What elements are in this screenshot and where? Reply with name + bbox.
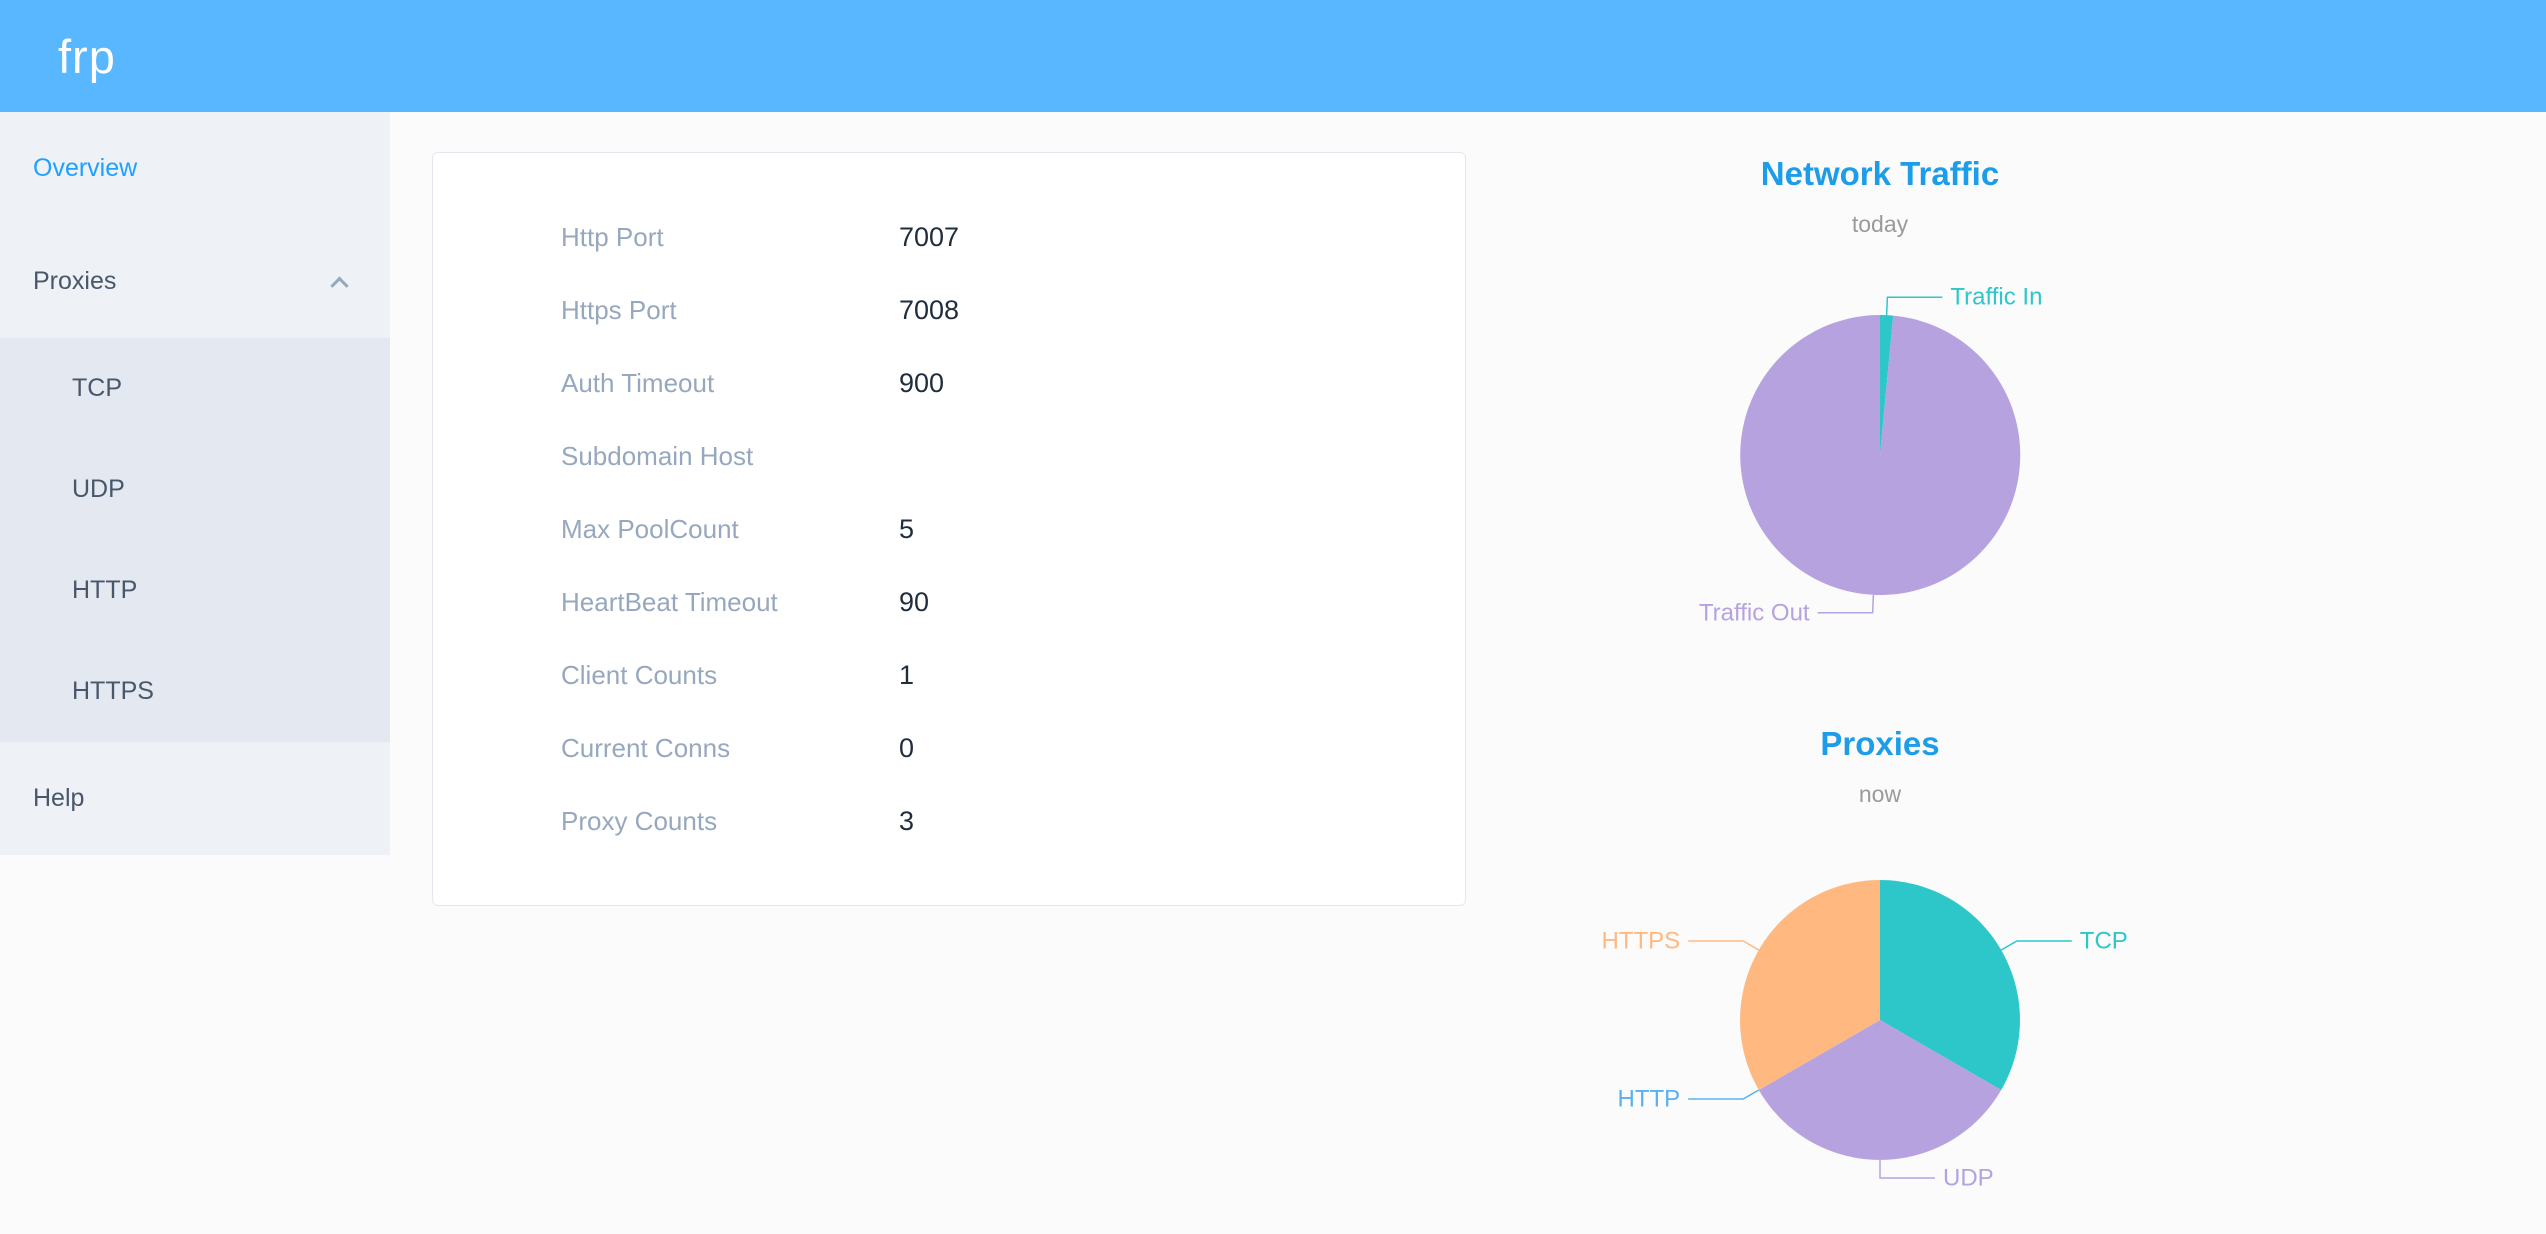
sidebar-item-label: TCP <box>72 374 122 402</box>
config-label: Proxy Counts <box>561 806 718 836</box>
config-row: Auth Timeout 900 <box>433 347 1465 420</box>
chart-title: Network Traffic <box>1760 155 2000 192</box>
proxies-submenu: TCP UDP HTTP HTTPS <box>0 338 390 742</box>
config-label: Client Counts <box>561 660 718 690</box>
sidebar-item-udp[interactable]: UDP <box>0 439 390 540</box>
pie-label-line-http <box>1688 1089 1760 1100</box>
network-traffic-chart: Network Traffic today Traffic In Traffic … <box>1500 152 2260 662</box>
config-label: HeartBeat Timeout <box>561 587 778 617</box>
pie-slice-traffic-in[interactable] <box>1880 314 1894 455</box>
config-row: Current Conns 0 <box>433 712 1465 785</box>
sidebar-item-label: Help <box>33 784 85 812</box>
config-rows: Http Port 7007 Https Port 7008 Auth Timeout 9… <box>433 201 1465 858</box>
proxies-chart: Proxies now TCP UDP HTTP HTTPS <box>1500 722 2260 1232</box>
sidebar-item-help[interactable]: Help <box>0 742 390 855</box>
config-label: Current Conns <box>561 733 731 763</box>
sidebar-item-label: Proxies <box>33 267 117 295</box>
sidebar-item-label: Overview <box>33 154 138 182</box>
charts-panel: Network Traffic today Traffic In Traffic … <box>1500 112 2260 1232</box>
pie-label-line-traffic-out <box>1817 594 1875 614</box>
config-row: Http Port 7007 <box>433 201 1465 274</box>
chart-title: Proxies <box>1820 725 1940 762</box>
sidebar-item-label: HTTPS <box>72 677 154 705</box>
sidebar-item-https[interactable]: HTTPS <box>0 641 390 742</box>
chart-subtitle: today <box>1851 211 1909 237</box>
config-label: Max PoolCount <box>561 514 739 544</box>
config-row: Subdomain Host <box>433 420 1465 493</box>
pie-slice-udp[interactable] <box>1758 1020 2002 1160</box>
pie-slice-https[interactable] <box>1740 880 1880 1090</box>
app-logo: frp <box>58 29 116 83</box>
pie-label-line-traffic-in <box>1885 296 1943 316</box>
pie-label-traffic-out: Traffic Out <box>1699 599 1810 626</box>
sidebar-item-tcp[interactable]: TCP <box>0 338 390 439</box>
chevron-up-icon <box>330 276 349 295</box>
config-row: Max PoolCount 5 <box>433 493 1465 566</box>
pie-label-line-udp <box>1879 1160 1935 1179</box>
config-value: 7007 <box>899 222 960 252</box>
config-value: 7008 <box>899 295 960 325</box>
pie-label-tcp: TCP <box>2080 928 2128 955</box>
config-row: Proxy Counts 3 <box>433 785 1465 858</box>
sidebar-item-label: UDP <box>72 475 125 503</box>
sidebar: Overview Proxies TCP UDP HTTP HTTPS Help <box>0 112 390 855</box>
pie-label-line-https <box>1688 940 1760 951</box>
config-label: Https Port <box>561 295 677 325</box>
pie-label-http: HTTP <box>1618 1086 1681 1113</box>
sidebar-item-proxies[interactable]: Proxies <box>0 225 390 338</box>
config-label: Http Port <box>561 222 664 252</box>
chart-subtitle: now <box>1858 781 1902 807</box>
pie-slice-traffic-out[interactable] <box>1740 315 2021 595</box>
config-row: Client Counts 1 <box>433 639 1465 712</box>
pie-label-traffic-in: Traffic In <box>1950 284 2042 311</box>
config-label: Auth Timeout <box>561 368 715 398</box>
sidebar-item-label: HTTP <box>72 576 138 604</box>
pie-label-https: HTTPS <box>1602 928 1681 955</box>
sidebar-item-overview[interactable]: Overview <box>0 112 390 225</box>
sidebar-item-http[interactable]: HTTP <box>0 540 390 641</box>
config-value: 5 <box>899 514 915 544</box>
config-row: HeartBeat Timeout 90 <box>433 566 1465 639</box>
pie-label-line-tcp <box>2000 940 2072 951</box>
network-traffic-pie: Traffic In Traffic Out <box>1699 284 2043 627</box>
config-value: 1 <box>899 660 915 690</box>
config-value: 3 <box>899 806 915 836</box>
pie-label-udp: UDP <box>1943 1165 1994 1192</box>
config-row: Https Port 7008 <box>433 274 1465 347</box>
config-label: Subdomain Host <box>561 441 754 471</box>
app-header: frp <box>0 0 2546 112</box>
pie-slice-tcp[interactable] <box>1880 880 2020 1090</box>
config-value: 90 <box>899 587 930 617</box>
proxies-pie: TCP UDP HTTP HTTPS <box>1602 880 2128 1192</box>
config-value: 900 <box>899 368 945 398</box>
config-value: 0 <box>899 733 915 763</box>
server-config-card: Http Port 7007 Https Port 7008 Auth Timeout 9… <box>432 152 1466 906</box>
